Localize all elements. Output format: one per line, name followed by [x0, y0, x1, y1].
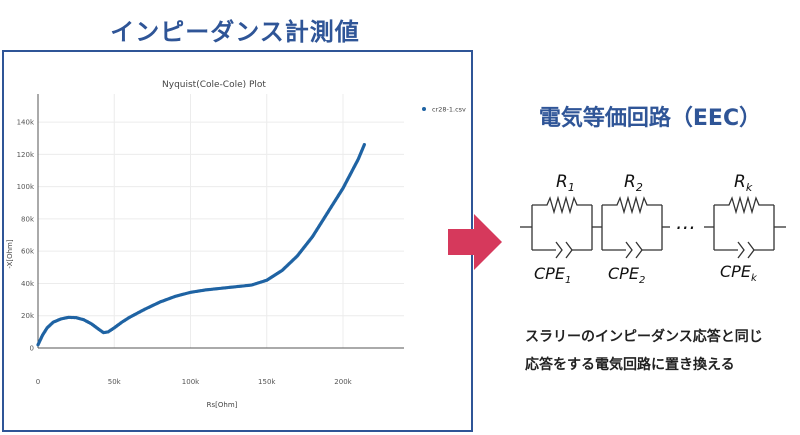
circuit-ellipsis: …	[676, 210, 696, 234]
label-r1: R1	[556, 172, 575, 194]
circuit-unit-2	[601, 195, 670, 259]
y-tick-label: 120k	[17, 151, 35, 159]
x-tick-label: 100k	[182, 378, 200, 386]
y-tick-label: 20k	[21, 312, 35, 320]
cpe1-symbol	[555, 241, 563, 259]
y-axis-label: -X[Ohm]	[6, 239, 14, 268]
legend-label: cr28-1.csv	[432, 106, 466, 114]
eec-heading: 電気等価回路（EEC）	[538, 106, 762, 131]
x-tick-label: 0	[36, 378, 40, 386]
description-line-2: 応答をする電気回路に置き換える	[525, 357, 735, 373]
resistor-rk	[714, 195, 774, 215]
plot-frame: 0 50k 100k 150k 200k 0 20k 40k 60k 80k 100k 120k 140…	[2, 50, 473, 432]
svg-text:Rk: Rk	[734, 172, 753, 194]
resistor-r2	[602, 195, 662, 215]
svg-text:CPE1: CPE1	[534, 264, 571, 286]
circuit-unit-1	[520, 195, 602, 259]
equivalent-circuit: … R1 R2 Rk CPE1 CPE2 CPEk	[520, 172, 786, 286]
points-layer	[36, 143, 366, 347]
label-cpe2: CPE2	[608, 264, 645, 286]
x-axis-label: Rs[Ohm]	[207, 401, 238, 409]
cpe2-symbol	[625, 241, 633, 259]
y-tick-label: 100k	[17, 183, 35, 191]
y-tick-label: 140k	[17, 119, 35, 127]
y-tick-label: 40k	[21, 280, 35, 288]
arrow	[448, 214, 502, 270]
resistor-r1	[532, 195, 592, 215]
label-cpek: CPEk	[720, 262, 758, 284]
x-tick-label: 150k	[258, 378, 276, 386]
cpek-symbol	[737, 241, 745, 259]
label-r2: R2	[624, 172, 643, 194]
svg-text:CPE2: CPE2	[608, 264, 645, 286]
arrow-shape	[448, 214, 502, 270]
grid-layer	[38, 94, 404, 348]
description-line-1: スラリーのインピーダンス応答と同じ	[525, 329, 763, 345]
legend-marker	[422, 107, 426, 111]
svg-text:R2: R2	[624, 172, 643, 194]
x-tick-label: 200k	[334, 378, 352, 386]
axis-layer: 0 50k 100k 150k 200k 0 20k 40k 60k 80k 100k 120k 140…	[17, 94, 404, 386]
y-tick-label: 0	[30, 345, 34, 353]
nyquist-chart: 0 50k 100k 150k 200k 0 20k 40k 60k 80k 100k 120k 140…	[6, 80, 466, 409]
svg-text:R1: R1	[556, 172, 575, 194]
chart-title: Nyquist(Cole-Cole) Plot	[162, 80, 266, 90]
x-tick-label: 50k	[108, 378, 122, 386]
legend: cr28-1.csv	[422, 106, 466, 114]
label-cpe1: CPE1	[534, 264, 571, 286]
y-tick-label: 60k	[21, 248, 35, 256]
label-rk: Rk	[734, 172, 753, 194]
data-point	[362, 143, 366, 147]
svg-text:CPEk: CPEk	[720, 262, 758, 284]
circuit-unit-k	[704, 195, 786, 259]
measured-heading: インピーダンス計測値	[110, 18, 360, 46]
y-tick-label: 80k	[21, 215, 35, 223]
